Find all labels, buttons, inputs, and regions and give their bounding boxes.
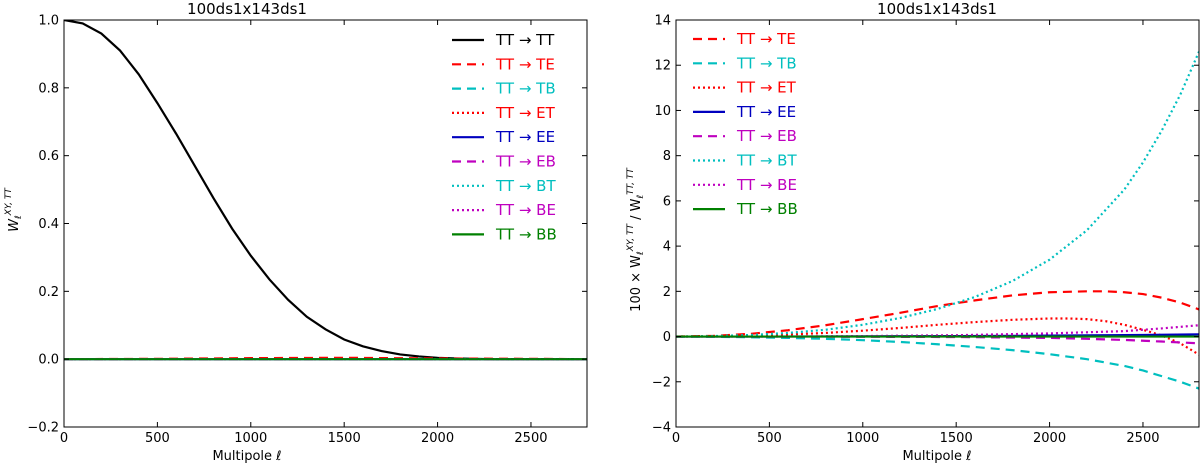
left-chart-panel: 100ds1x143ds1 Multipole ℓ WℓXY, TT 0 500 1… bbox=[4, 0, 588, 463]
right-legend-label-1: TT → TB bbox=[736, 54, 797, 72]
left-chart-ylabel: WℓXY, TT bbox=[4, 187, 24, 232]
left-xtick-label: 2000 bbox=[421, 431, 454, 446]
left-chart-title: 100ds1x143ds1 bbox=[187, 0, 307, 18]
left-legend-label-4: TT → EE bbox=[495, 128, 555, 146]
right-axes-frame bbox=[675, 19, 1200, 428]
right-xtick-label: 2000 bbox=[1033, 431, 1066, 446]
right-ytick-label: 6 bbox=[663, 194, 671, 209]
left-ytick-label: −0.2 bbox=[27, 421, 59, 436]
right-series-line-6 bbox=[676, 324, 1199, 338]
left-legend-label-8: TT → BB bbox=[495, 225, 557, 243]
left-ylabel-sup: XY, TT bbox=[4, 187, 14, 217]
right-legend: TT → TE TT → TB TT → ET TT → EE TT → EB TT → … bbox=[693, 30, 798, 218]
right-legend-label-4: TT → EB bbox=[736, 127, 797, 145]
right-ytick-label: −4 bbox=[652, 421, 671, 436]
right-chart-ylabel: 100 × WℓXY, TT / WℓTT, TT bbox=[626, 167, 646, 312]
right-legend-label-7: TT → BB bbox=[736, 200, 798, 218]
left-legend-label-7: TT → BE bbox=[495, 201, 556, 219]
left-legend-label-0: TT → TT bbox=[495, 31, 555, 49]
left-xtick-label: 500 bbox=[145, 431, 170, 446]
right-xtick-label: 0 bbox=[672, 431, 680, 446]
right-xtick-label: 1000 bbox=[846, 431, 879, 446]
left-legend-label-5: TT → EB bbox=[495, 153, 556, 171]
left-ytick-label: 0.2 bbox=[38, 285, 59, 300]
right-legend-label-2: TT → ET bbox=[736, 79, 797, 97]
right-xtick-label: 1500 bbox=[940, 431, 973, 446]
left-ylabel-main: W bbox=[7, 218, 22, 232]
right-ytick-label: 0 bbox=[663, 330, 671, 345]
left-legend: TT → TT TT → TE TT → TB TT → ET TT → EE TT → … bbox=[452, 31, 557, 243]
right-ytick-label: 12 bbox=[654, 59, 671, 74]
right-ylabel-prefix: 100 × W bbox=[629, 255, 644, 312]
right-legend-label-3: TT → EE bbox=[736, 103, 796, 121]
right-ytick-label: −2 bbox=[652, 375, 671, 390]
left-xtick-label: 0 bbox=[60, 431, 68, 446]
right-ylabel-sup2: TT, TT bbox=[626, 167, 636, 195]
left-legend-label-2: TT → TB bbox=[495, 80, 556, 98]
left-legend-label-3: TT → ET bbox=[495, 104, 556, 122]
right-legend-label-5: TT → BT bbox=[736, 152, 797, 170]
left-plot-area: 0 500 1000 1500 2000 2500 −0.2 0.0 0.2 0.4 0.6 0.8 1… bbox=[27, 14, 588, 446]
right-ytick-label: 14 bbox=[654, 14, 671, 29]
left-chart-xlabel: Multipole ℓ bbox=[212, 449, 281, 463]
right-ytick-label: 8 bbox=[663, 149, 671, 164]
right-ytick-label: 2 bbox=[663, 285, 671, 300]
right-chart-title: 100ds1x143ds1 bbox=[877, 0, 997, 18]
left-ytick-label: 0.0 bbox=[38, 353, 59, 368]
left-legend-label-6: TT → BT bbox=[495, 177, 556, 195]
right-ylabel-mid: / W bbox=[629, 198, 644, 224]
right-series-line-1 bbox=[676, 335, 1199, 390]
left-ytick-label: 0.8 bbox=[38, 81, 59, 96]
left-ytick-label: 1.0 bbox=[38, 14, 59, 29]
right-ylabel-sup: XY, TT bbox=[626, 223, 636, 253]
right-ytick-label: 10 bbox=[654, 104, 671, 119]
right-xtick-label: 500 bbox=[757, 431, 782, 446]
right-ylabel-sub2: ℓ bbox=[636, 195, 646, 200]
left-xtick-label: 2500 bbox=[514, 431, 547, 446]
right-plot-area: 0 500 1000 1500 2000 2500 −4 −2 0 2 4 6 8 10 12 14 TT → … bbox=[652, 14, 1200, 446]
right-legend-label-6: TT → BE bbox=[736, 176, 797, 194]
left-legend-label-1: TT → TE bbox=[495, 55, 555, 73]
left-ylabel-sub: ℓ bbox=[14, 215, 24, 220]
right-chart-panel: 100ds1x143ds1 Multipole ℓ 100 × WℓXY, TT… bbox=[626, 0, 1200, 463]
right-legend-label-0: TT → TE bbox=[736, 30, 796, 48]
right-series-line-0 bbox=[676, 290, 1199, 338]
right-xtick-label: 2500 bbox=[1126, 431, 1159, 446]
right-ytick-label: 4 bbox=[663, 240, 671, 255]
left-ytick-label: 0.6 bbox=[38, 149, 59, 164]
left-ytick-label: 0.4 bbox=[38, 217, 59, 232]
right-chart-xlabel: Multipole ℓ bbox=[902, 449, 971, 463]
right-ylabel-sub: ℓ bbox=[636, 251, 646, 256]
left-xtick-label: 1000 bbox=[234, 431, 267, 446]
right-series-line-2 bbox=[676, 317, 1199, 356]
left-xtick-label: 1500 bbox=[328, 431, 361, 446]
